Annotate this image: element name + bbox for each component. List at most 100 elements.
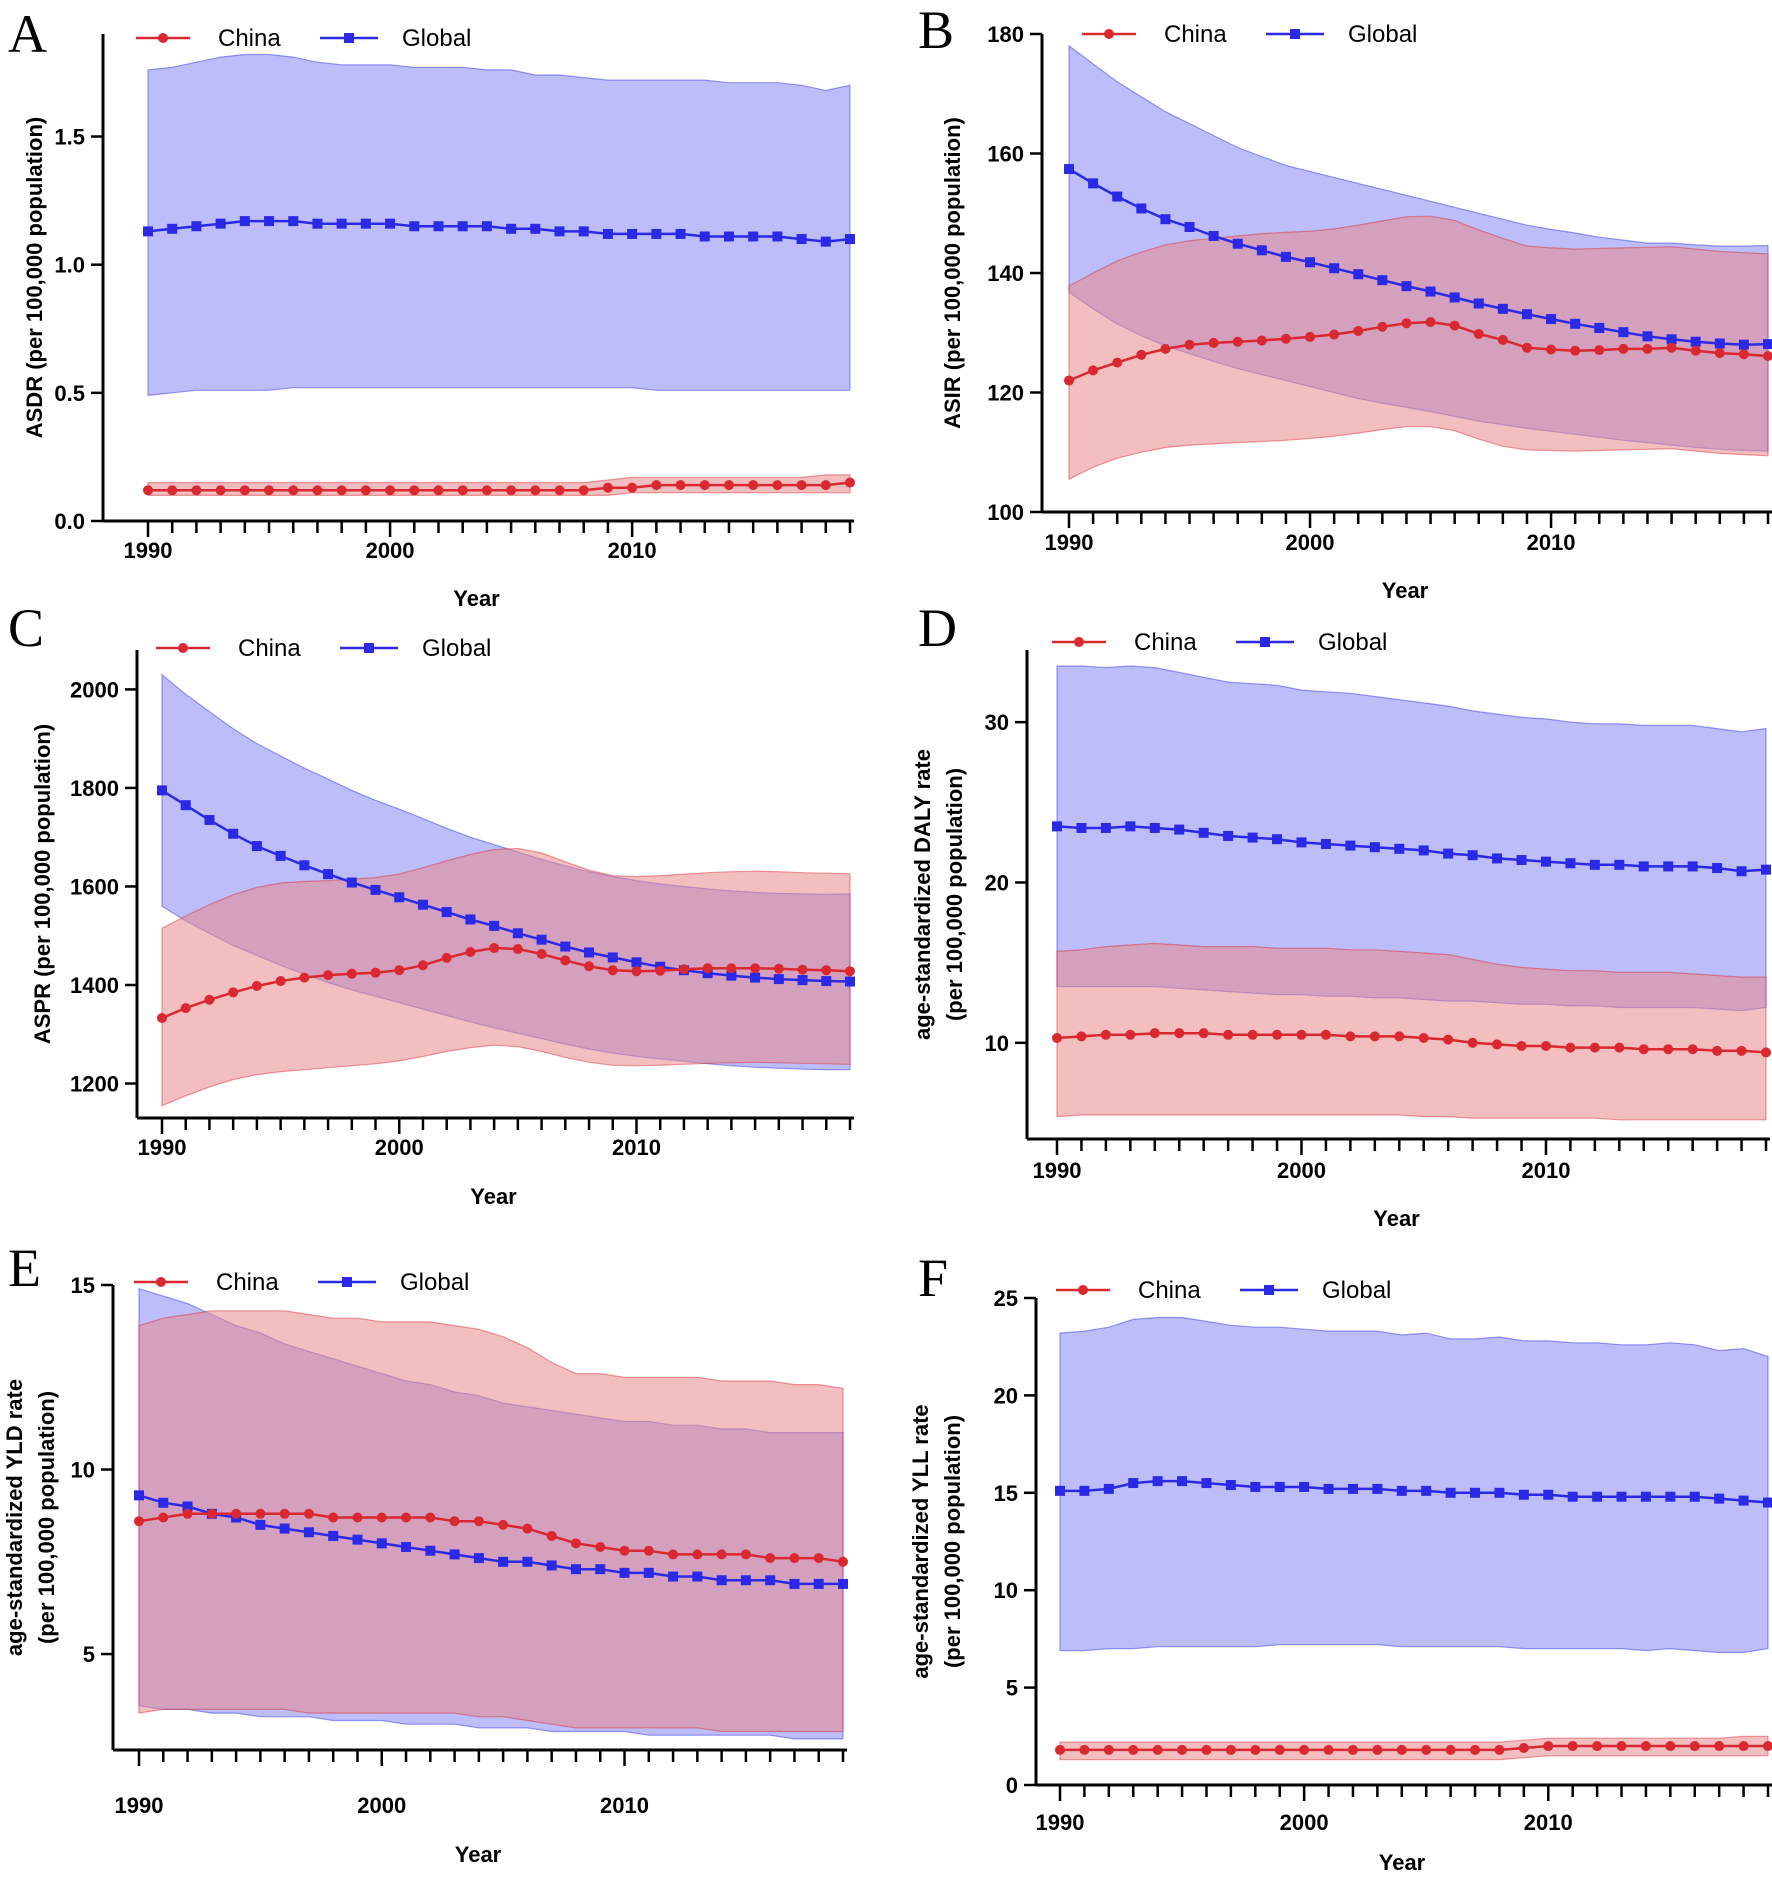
global-point (1323, 1483, 1334, 1494)
y-tick-label: 5 (1006, 1676, 1018, 1701)
china-point (1055, 1744, 1065, 1755)
china-point (1666, 342, 1677, 353)
global-point (607, 952, 618, 963)
global-point (134, 1490, 144, 1501)
global-point (765, 1575, 776, 1586)
china-point (1738, 349, 1749, 360)
global-point (1274, 1481, 1285, 1492)
x-axis-title: Year (455, 1842, 502, 1867)
global-point (1738, 1495, 1749, 1506)
x-tick-label: 2000 (375, 1135, 424, 1160)
x-tick-label: 2000 (1280, 1810, 1329, 1835)
china-point (498, 1519, 509, 1530)
global-point (1232, 238, 1243, 249)
global-point (433, 221, 444, 232)
china-point (796, 480, 807, 491)
china-point (191, 485, 202, 496)
global-point (457, 221, 468, 232)
global-point (1589, 859, 1600, 870)
global-point (1369, 842, 1380, 853)
china-point (1323, 1744, 1334, 1755)
china-point (1149, 1028, 1160, 1039)
china-point (1088, 365, 1099, 376)
global-point (489, 920, 500, 931)
global-point (1079, 1485, 1090, 1496)
y-tick-label: 10 (994, 1578, 1018, 1603)
china-point (1223, 1029, 1234, 1040)
global-point (1516, 855, 1527, 866)
china-point (536, 948, 547, 959)
china-point (1198, 1028, 1209, 1039)
global-point (1540, 856, 1551, 867)
china-point (1638, 1044, 1649, 1055)
china-point (723, 480, 734, 491)
legend: China Global (1056, 1277, 1391, 1304)
x-axis-title: Year (1373, 1206, 1420, 1231)
global-point (1396, 1485, 1407, 1496)
china-point (1712, 1045, 1723, 1056)
y-tick-label: 1600 (70, 874, 119, 899)
global-point (1492, 853, 1503, 864)
panel-letter: D (918, 598, 957, 658)
y-tick-label: 1800 (70, 776, 119, 801)
panel-letter: F (918, 1248, 948, 1308)
global-point (813, 1578, 824, 1589)
china-point (1201, 1744, 1212, 1755)
china-point (740, 1549, 751, 1560)
china-point (303, 1508, 314, 1519)
global-point (1714, 1493, 1725, 1504)
global-point (1421, 1485, 1432, 1496)
global-point (1280, 251, 1291, 262)
global-point (845, 976, 855, 987)
global-point (1665, 1491, 1676, 1502)
y-tick-label: 10 (985, 1031, 1009, 1056)
china-point (1136, 349, 1147, 360)
legend-global-label: Global (422, 635, 491, 662)
y-axis-title: age-standardized YLD rate (2, 1379, 27, 1656)
y-axis-title: age-standardized YLL rate (908, 1404, 933, 1678)
china-point (1079, 1744, 1090, 1755)
global-point (1521, 309, 1532, 320)
china-point (1763, 1741, 1772, 1752)
global-point (376, 1538, 387, 1549)
legend-global-label: Global (1348, 21, 1417, 48)
china-point (1687, 1044, 1698, 1055)
global-point (1103, 1483, 1114, 1494)
global-point (473, 1553, 484, 1564)
china-point (602, 482, 613, 493)
china-point (1152, 1744, 1163, 1755)
china-point (1497, 334, 1508, 345)
china-point (578, 485, 589, 496)
global-point (627, 228, 638, 239)
china-point (1445, 1744, 1456, 1755)
china-point (845, 477, 855, 488)
china-point (1232, 336, 1243, 347)
panel-letter: C (8, 598, 44, 658)
global-point (522, 1556, 533, 1567)
china-point (506, 485, 517, 496)
china-point (678, 964, 689, 975)
china-point (1736, 1045, 1747, 1056)
x-tick-label: 2010 (1524, 1810, 1573, 1835)
global-point (1149, 822, 1160, 833)
legend-global-marker (364, 643, 374, 653)
panel-b: B 100 120 140 160 180 1990 2000 2010 Year ASIR (pe… (918, 0, 1772, 603)
china-point (425, 1512, 436, 1523)
china-point (1570, 345, 1581, 356)
global-point (1177, 1476, 1188, 1487)
china-point (1494, 1744, 1505, 1755)
legend: China Global (1052, 629, 1387, 656)
global-point (536, 934, 547, 945)
china-point (584, 961, 595, 972)
global-point (1689, 1491, 1700, 1502)
china-point (845, 966, 855, 977)
y-tick-label: 30 (985, 710, 1009, 735)
global-point (1174, 824, 1185, 835)
china-point (821, 965, 832, 976)
legend-china-marker (158, 33, 168, 43)
global-point (821, 976, 832, 987)
global-point (1064, 164, 1074, 175)
y-tick-label: 0.5 (54, 381, 85, 406)
china-point (772, 480, 783, 491)
china-point (255, 1508, 266, 1519)
